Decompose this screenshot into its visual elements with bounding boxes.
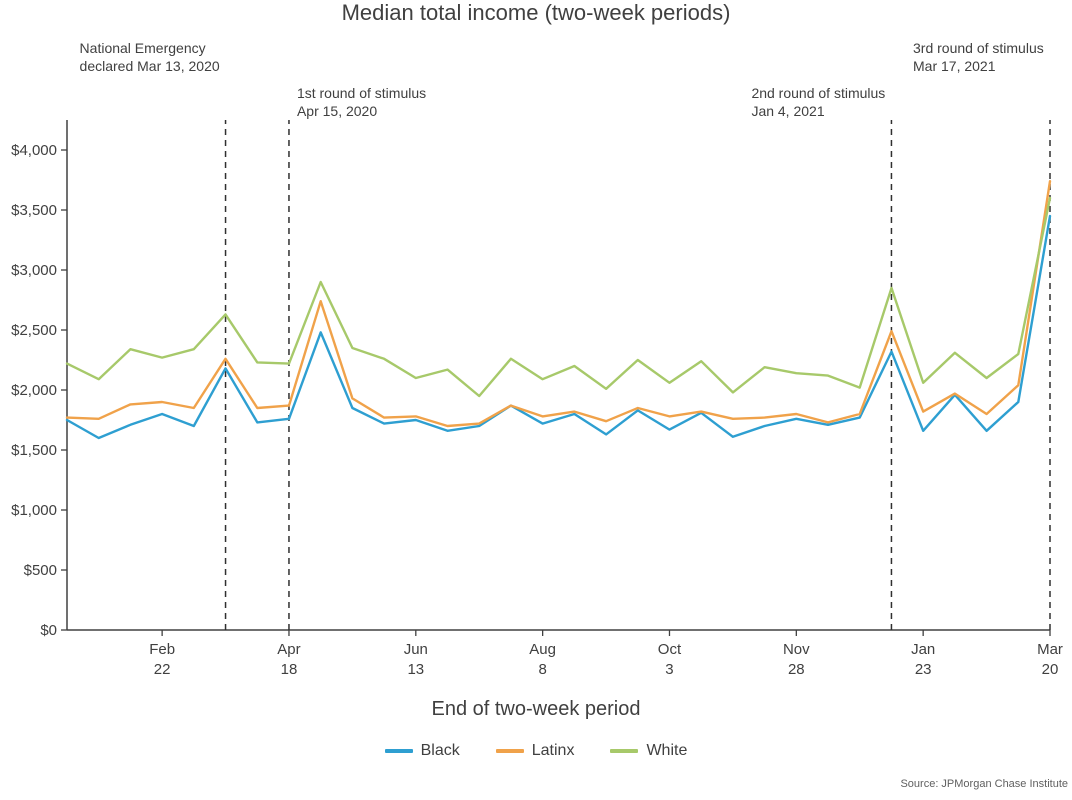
event-annotation-line: Mar 17, 2021: [913, 58, 1044, 76]
svg-text:$0: $0: [40, 622, 57, 639]
svg-text:$500: $500: [24, 562, 57, 579]
legend-label: White: [646, 742, 687, 760]
svg-text:$1,000: $1,000: [11, 502, 57, 519]
svg-text:28: 28: [788, 661, 805, 678]
svg-text:Oct: Oct: [658, 641, 682, 658]
svg-text:3: 3: [665, 661, 673, 678]
svg-text:20: 20: [1042, 661, 1059, 678]
chart-container: Median total income (two-week periods) $…: [0, 0, 1072, 800]
legend: Black Latinx White: [0, 740, 1072, 760]
x-axis-title: End of two-week period: [0, 698, 1072, 721]
event-annotation-line: 3rd round of stimulus: [913, 40, 1044, 58]
event-annotation: 3rd round of stimulusMar 17, 2021: [913, 40, 1044, 75]
svg-text:23: 23: [915, 661, 932, 678]
svg-text:Feb: Feb: [149, 641, 175, 658]
event-annotation-line: declared Mar 13, 2020: [80, 58, 220, 76]
svg-text:18: 18: [281, 661, 298, 678]
svg-text:Mar: Mar: [1037, 641, 1063, 658]
svg-text:22: 22: [154, 661, 171, 678]
svg-text:13: 13: [407, 661, 424, 678]
svg-text:Nov: Nov: [783, 641, 810, 658]
svg-text:$2,000: $2,000: [11, 382, 57, 399]
event-annotation: 2nd round of stimulusJan 4, 2021: [751, 85, 885, 120]
svg-text:Jun: Jun: [404, 641, 428, 658]
event-annotation-line: Jan 4, 2021: [751, 103, 885, 121]
svg-text:Apr: Apr: [277, 641, 300, 658]
svg-text:$2,500: $2,500: [11, 322, 57, 339]
event-annotation-line: 2nd round of stimulus: [751, 85, 885, 103]
source-attribution: Source: JPMorgan Chase Institute: [900, 778, 1068, 790]
svg-text:Aug: Aug: [529, 641, 556, 658]
svg-text:$1,500: $1,500: [11, 442, 57, 459]
event-annotation-line: National Emergency: [80, 40, 220, 58]
event-annotation-line: 1st round of stimulus: [297, 85, 426, 103]
svg-text:Jan: Jan: [911, 641, 935, 658]
legend-label: Latinx: [532, 742, 575, 760]
legend-item: Black: [385, 742, 460, 760]
event-annotation: National Emergencydeclared Mar 13, 2020: [80, 40, 220, 75]
event-annotation: 1st round of stimulusApr 15, 2020: [297, 85, 426, 120]
legend-swatch: [385, 749, 413, 753]
event-annotation-line: Apr 15, 2020: [297, 103, 426, 121]
legend-label: Black: [421, 742, 460, 760]
legend-swatch: [610, 749, 638, 753]
legend-item: Latinx: [496, 742, 575, 760]
chart-svg: $0 $500 $1,000 $1,500 $2,000 $2,500 $3,000 $3,5…: [0, 0, 1072, 800]
legend-item: White: [610, 742, 687, 760]
svg-text:8: 8: [538, 661, 546, 678]
svg-text:$3,500: $3,500: [11, 202, 57, 219]
svg-text:$4,000: $4,000: [11, 142, 57, 159]
legend-swatch: [496, 749, 524, 753]
svg-text:$3,000: $3,000: [11, 262, 57, 279]
